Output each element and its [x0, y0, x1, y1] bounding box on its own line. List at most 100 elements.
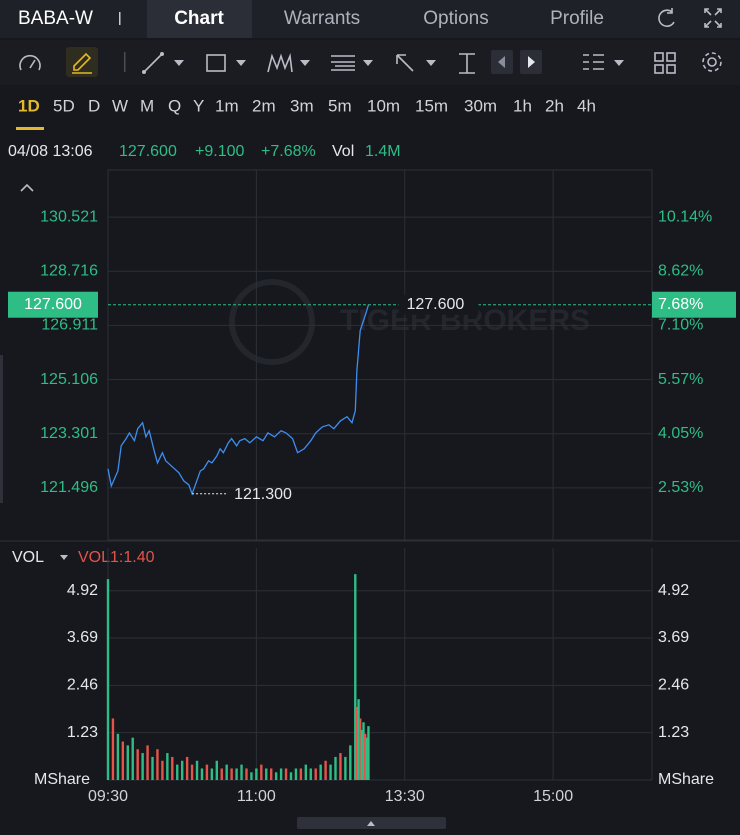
timeframe[interactable]: 1D [18, 96, 40, 115]
measure-tool[interactable] [459, 53, 475, 74]
list-icon[interactable] [583, 54, 624, 70]
pen-icon[interactable] [72, 52, 92, 74]
volume-bar [324, 760, 327, 780]
collapse-icon[interactable] [20, 183, 34, 192]
volume-bar [299, 768, 303, 780]
volume-bar [106, 579, 110, 780]
y-tick-label: 125.106 [40, 371, 98, 388]
y-tick-label: 3.69 [67, 629, 98, 646]
fullscreen-icon[interactable] [704, 8, 722, 28]
volume-bar [220, 768, 223, 780]
y-tick-label: 121.496 [40, 479, 98, 496]
timeframe[interactable]: 2h [545, 96, 564, 115]
volume-bar [270, 768, 273, 780]
volume-bar [176, 764, 179, 780]
quote-volume: 1.4M [365, 143, 401, 160]
volume-bar [156, 749, 159, 780]
y-tick-label: 2.46 [67, 677, 98, 694]
tab[interactable]: Warrants [284, 8, 360, 29]
volume-bar [344, 756, 347, 780]
volume-bar [121, 741, 125, 780]
last-price-inline-bg [398, 294, 479, 315]
volume-bar [180, 760, 184, 780]
volume-bar [230, 768, 233, 780]
settings-icon[interactable] [702, 52, 722, 72]
fib-tool[interactable] [331, 55, 373, 71]
pattern-tool[interactable] [267, 52, 310, 73]
quote-change: +9.100 [195, 143, 244, 160]
volume-bar [329, 764, 332, 780]
top-bar [0, 0, 740, 38]
y-tick-label: 130.521 [40, 208, 98, 225]
timeframe[interactable]: D [88, 96, 100, 115]
timeframe[interactable]: M [140, 96, 154, 115]
low-label: 121.300 [234, 486, 292, 503]
volume-bar [354, 574, 357, 780]
bottom-handle[interactable] [297, 817, 446, 829]
timeframe[interactable]: Y [193, 96, 204, 115]
divider [124, 52, 126, 72]
volume-bar [215, 760, 218, 780]
volume-bar [250, 772, 253, 780]
volume-bar [349, 745, 352, 780]
volume-bar [235, 768, 238, 780]
timeframe[interactable]: 4h [577, 96, 596, 115]
volume-bar [367, 726, 370, 780]
scroll-left[interactable] [491, 50, 513, 74]
line-tool[interactable] [142, 52, 184, 74]
timeframe[interactable]: 5D [53, 96, 75, 115]
timeframe[interactable]: W [112, 96, 128, 115]
volume-bar [126, 745, 129, 780]
volume-bar [304, 764, 308, 780]
x-tick-label: 11:00 [237, 788, 276, 805]
symbol: BABA-W [18, 8, 93, 29]
quote-price: 127.600 [119, 143, 177, 160]
arrow-tool[interactable] [396, 54, 436, 72]
tab[interactable]: Chart [174, 8, 224, 29]
timeframe[interactable]: 30m [464, 96, 497, 115]
vol-dropdown[interactable] [60, 555, 68, 560]
volume-bar [260, 764, 263, 780]
volume-bar [279, 768, 283, 780]
timeframe[interactable]: 3m [290, 96, 314, 115]
volume-bar [131, 737, 134, 780]
volume-bar [240, 764, 243, 780]
volume-bar [171, 756, 174, 780]
last-change-box [652, 291, 736, 318]
timeframe[interactable]: 1m [215, 96, 239, 115]
last-price-box [8, 291, 98, 318]
timeframe[interactable]: Q [168, 96, 181, 115]
volume-bar [360, 729, 364, 780]
volume-bar [245, 768, 248, 780]
tab[interactable]: Options [423, 8, 488, 29]
volume-bar [116, 733, 120, 780]
y2-tick-label: 8.62% [658, 263, 703, 280]
gauge-icon[interactable] [19, 54, 41, 71]
volume-bar [334, 756, 337, 780]
tab[interactable]: Profile [550, 8, 604, 29]
scroll-right[interactable] [520, 50, 542, 74]
volume-bar [265, 768, 268, 780]
timeframe[interactable]: 1h [513, 96, 532, 115]
grid-icon[interactable] [654, 52, 676, 74]
volume-bar [294, 768, 298, 780]
timeframe[interactable]: 15m [415, 96, 448, 115]
y-tick-label: 123.301 [40, 425, 98, 442]
watermark-logo [229, 279, 315, 365]
timeframe[interactable]: 2m [252, 96, 276, 115]
rect-tool[interactable] [206, 54, 246, 72]
quote-time: 04/08 13:06 [8, 143, 93, 160]
timeframe[interactable]: 10m [367, 96, 400, 115]
x-tick-label: 13:30 [385, 788, 425, 805]
volume-bar [314, 768, 317, 780]
timeframe[interactable]: 5m [328, 96, 352, 115]
volume-bar [185, 756, 189, 780]
y-tick-label: 4.92 [67, 582, 98, 599]
refresh-icon[interactable] [658, 8, 675, 27]
volume-bar [319, 764, 322, 780]
y-tick-label-right: 4.92 [658, 582, 689, 599]
volume-bar [284, 768, 288, 780]
volume-bar [339, 753, 342, 780]
